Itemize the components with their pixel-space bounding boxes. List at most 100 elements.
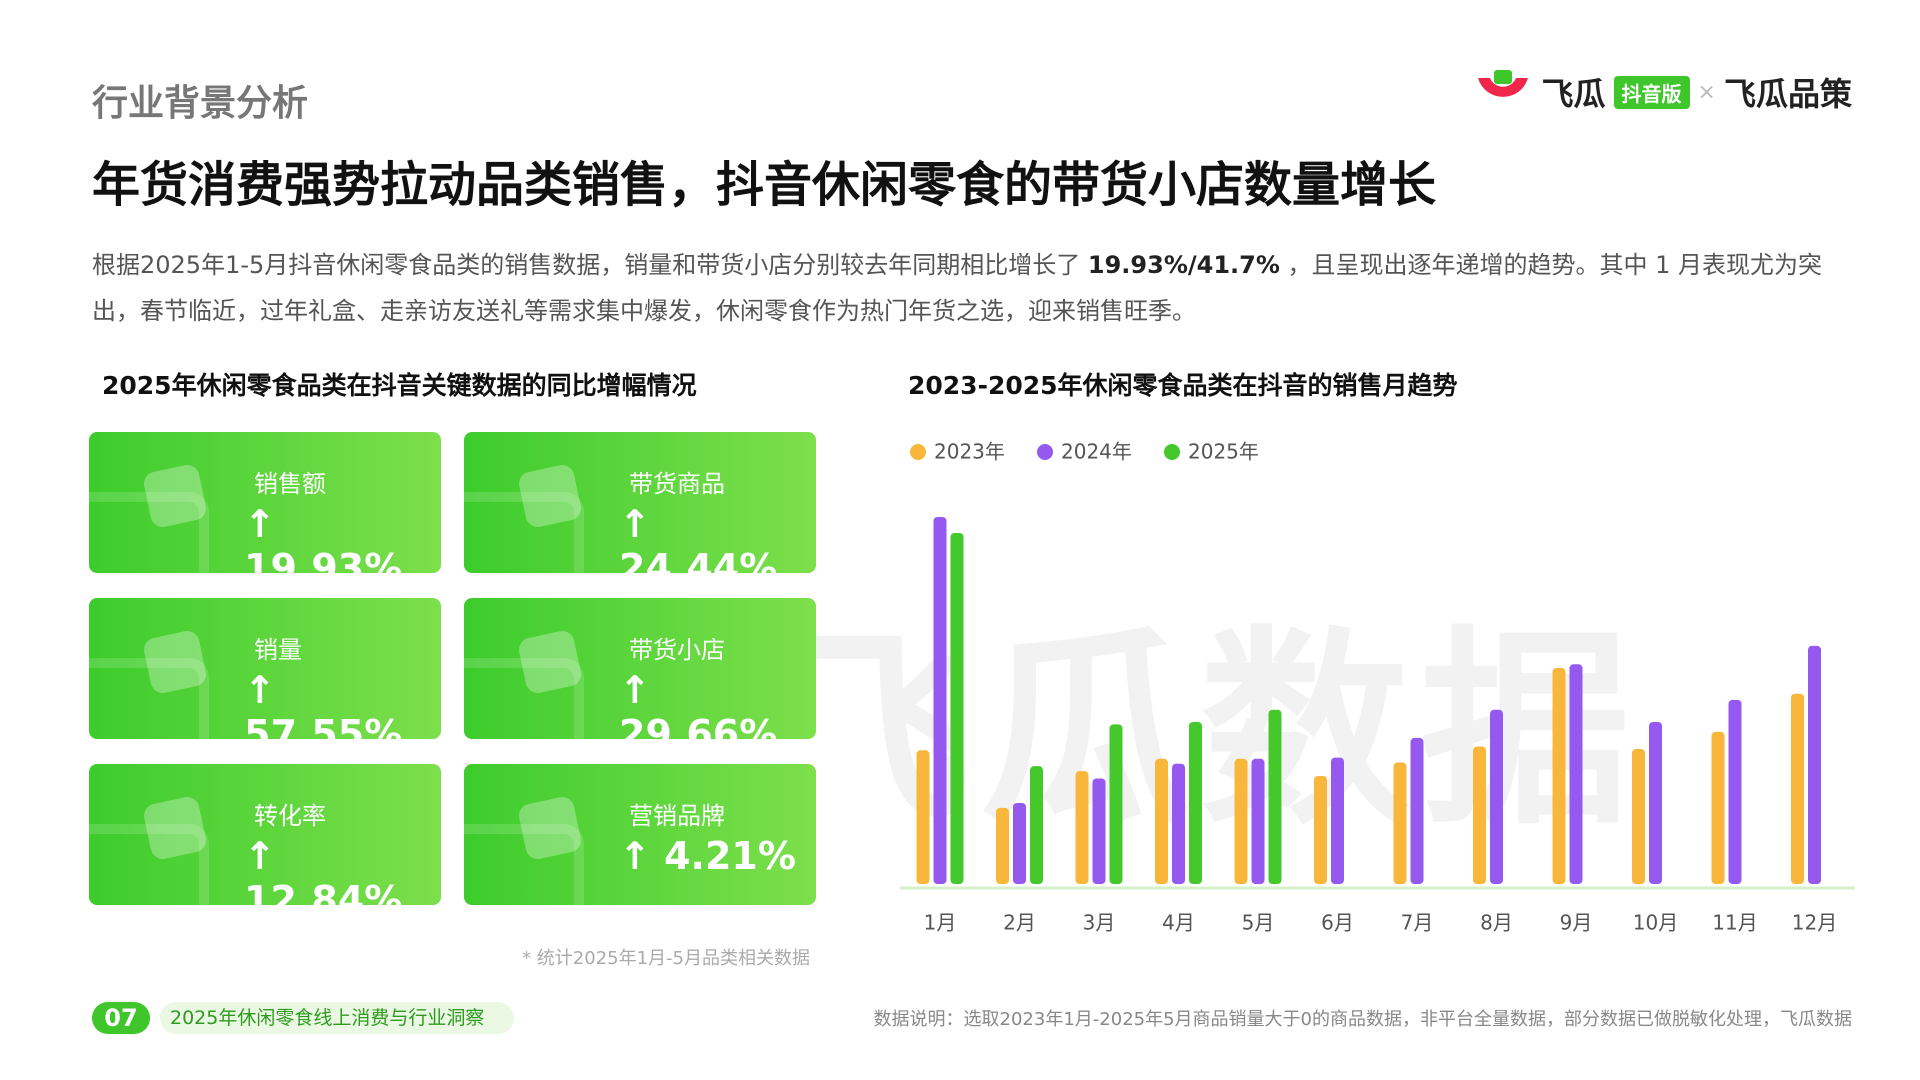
stat-card: 转化率 ↑ 12.84% xyxy=(89,764,441,905)
bar xyxy=(1808,645,1821,884)
bar xyxy=(916,750,930,884)
card-decoration xyxy=(89,658,209,739)
section-title: 行业背景分析 xyxy=(92,83,309,124)
bar xyxy=(1632,748,1645,884)
card-icon xyxy=(141,794,209,862)
page-number: 07 xyxy=(92,1002,150,1034)
x-tick-label: 4月 xyxy=(1162,911,1195,935)
source: 数据说明：选取2023年1月-2025年5月商品销量大于0的商品数据，非平台全量… xyxy=(873,1009,1852,1030)
bar xyxy=(1030,766,1043,884)
up-arrow: ↑ xyxy=(244,834,276,878)
bar xyxy=(1251,758,1265,884)
bar xyxy=(933,517,947,884)
stat-value: ↑ 12.84% xyxy=(244,834,441,905)
logo: 飞瓜 抖音版 × 飞瓜品策 xyxy=(1472,70,1852,114)
stat-number: 24.44% xyxy=(619,546,778,573)
bar xyxy=(1155,758,1168,884)
legend-marker xyxy=(910,444,926,460)
stat-value: ↑ 24.44% xyxy=(619,502,816,573)
bar xyxy=(1649,721,1662,884)
stat-card: 销售额 ↑ 19.93% xyxy=(89,432,441,573)
brand: 飞瓜 xyxy=(1541,75,1606,113)
bar xyxy=(950,532,964,884)
chart: 2023年 2024年 2025年 1月 2月 3月 4月 5月 6月 7月 8月 9月 10月 11月 1… xyxy=(900,440,1855,935)
card-decoration xyxy=(464,492,584,573)
bar xyxy=(1013,802,1026,884)
stat-number: 29.66% xyxy=(619,712,778,739)
stat-label: 带货小店 xyxy=(629,636,725,664)
stat-label: 转化率 xyxy=(254,802,326,830)
stat-number: 19.93% xyxy=(244,546,403,573)
x-tick-label: 6月 xyxy=(1321,911,1354,935)
up-arrow: ↑ xyxy=(619,668,651,712)
bar xyxy=(1711,731,1725,884)
bar xyxy=(1314,775,1327,884)
up-arrow: ↑ xyxy=(244,668,276,712)
up-arrow: ↑ xyxy=(244,502,276,546)
stat-card: 销量 ↑ 57.55% xyxy=(89,598,441,739)
card-icon xyxy=(141,628,209,696)
bar xyxy=(1791,693,1804,884)
stat-number: 57.55% xyxy=(244,712,403,739)
stat-label: 营销品牌 xyxy=(629,802,725,830)
title: 年货消费强势拉动品类销售，抖音休闲零食的带货小店数量增长 xyxy=(92,157,1437,213)
intro: 根据2025年1-5月抖音休闲零食品类的销售数据，销量和带货小店分别较去年同期相… xyxy=(92,242,1852,334)
stat-value: ↑ 4.21% xyxy=(619,834,796,878)
bar xyxy=(1569,664,1583,884)
card-decoration xyxy=(89,492,209,573)
card-decoration xyxy=(89,824,209,905)
stat-value: ↑ 19.93% xyxy=(244,502,441,573)
x-tick-label: 9月 xyxy=(1560,911,1593,935)
bar xyxy=(1728,699,1742,884)
bar xyxy=(1189,721,1202,884)
bar xyxy=(1234,758,1248,884)
bar xyxy=(1075,771,1089,884)
stat-label: 带货商品 xyxy=(629,470,725,498)
up-arrow: ↑ xyxy=(619,834,665,878)
bar xyxy=(1092,778,1106,884)
card-decoration xyxy=(464,824,584,905)
x-tick-label: 1月 xyxy=(924,911,957,935)
x-tick-label: 11月 xyxy=(1712,911,1757,935)
bar xyxy=(1331,757,1344,884)
legend-label: 2023年 xyxy=(934,440,1005,464)
x-tick-label: 12月 xyxy=(1792,911,1837,935)
stat-number: 12.84% xyxy=(244,878,403,905)
up-arrow: ↑ xyxy=(619,502,651,546)
bar xyxy=(1490,709,1503,884)
logo-icon xyxy=(1477,70,1528,97)
bar xyxy=(1393,762,1407,884)
intro-text: 根据2025年1-5月抖音休闲零食品类的销售数据，销量和带货小店分别较去年同期相… xyxy=(92,251,1088,279)
bar xyxy=(1109,724,1123,884)
card-icon xyxy=(141,462,209,530)
card-icon xyxy=(516,628,584,696)
x-tick-label: 5月 xyxy=(1242,911,1275,935)
legend-marker xyxy=(1164,444,1180,460)
bar xyxy=(1552,667,1566,884)
intro-text: ，且呈现出逐年递增的趋势。其中 1 月表现尤为突出，春节临近，过年礼盒、走亲访友… xyxy=(92,251,1823,325)
x-tick-label: 2月 xyxy=(1003,911,1036,935)
left-title: 2025年休闲零食品类在抖音关键数据的同比增幅情况 xyxy=(102,371,697,400)
intro-highlight: 19.93%/41.7% xyxy=(1087,251,1280,279)
bar xyxy=(1268,709,1282,884)
x-tick-label: 8月 xyxy=(1480,911,1513,935)
stat-label: 销售额 xyxy=(254,470,326,498)
bar xyxy=(1172,763,1185,884)
stat-label: 销量 xyxy=(254,636,302,664)
partner: 飞瓜品策 xyxy=(1723,75,1852,113)
stat-value: ↑ 29.66% xyxy=(619,668,816,739)
report-name: 2025年休闲零食线上消费与行业洞察 xyxy=(160,1002,515,1034)
note: * 统计2025年1月-5月品类相关数据 xyxy=(522,948,810,969)
stat-card: 带货小店 ↑ 29.66% xyxy=(464,598,816,739)
legend-marker xyxy=(1037,444,1053,460)
bar xyxy=(1410,737,1424,884)
chart-title: 2023-2025年休闲零食品类在抖音的销售月趋势 xyxy=(908,371,1458,400)
card-decoration xyxy=(464,658,584,739)
x-tick-label: 7月 xyxy=(1401,911,1434,935)
stat-value: ↑ 57.55% xyxy=(244,668,441,739)
legend-label: 2025年 xyxy=(1188,440,1259,464)
badge: 抖音版 xyxy=(1613,75,1690,109)
bar xyxy=(996,807,1009,884)
stat-card: 营销品牌 ↑ 4.21% xyxy=(464,764,816,905)
